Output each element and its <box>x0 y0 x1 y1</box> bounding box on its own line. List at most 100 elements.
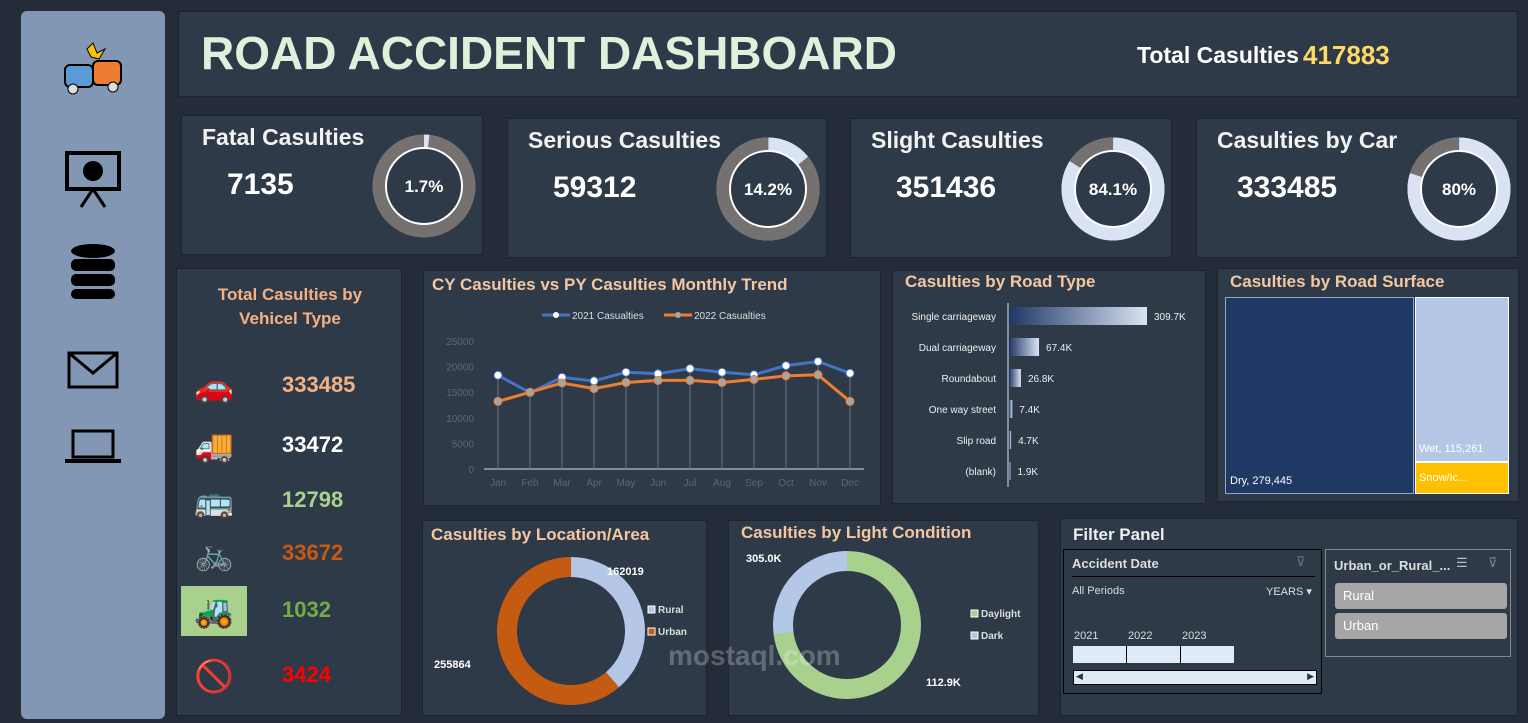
kpi-title: Fatal Casulties <box>202 124 365 150</box>
light-title: Casulties by Light Condition <box>741 523 972 542</box>
data-point <box>621 367 631 377</box>
periods-label: All Periods <box>1072 585 1125 597</box>
bar-category: (blank) <box>965 467 996 478</box>
legend-label: 2022 Casualties <box>694 311 766 322</box>
data-point <box>717 367 727 377</box>
presentation-chart-icon[interactable] <box>61 149 125 209</box>
car-crash-icon[interactable] <box>61 39 125 99</box>
data-point <box>845 396 855 406</box>
sidebar <box>21 11 165 719</box>
series-line <box>497 373 851 403</box>
kpi-title: Serious Casulties <box>528 127 722 153</box>
total-label: Total Casulties <box>1137 42 1299 68</box>
location-panel: Casulties by Location/Area Rural 162019 Ur… <box>422 520 707 716</box>
kpi-donut: 1.7% <box>372 134 476 238</box>
data-point <box>557 378 567 388</box>
bar <box>1009 369 1021 387</box>
kpi-donut: 80% <box>1407 137 1511 241</box>
data-point <box>621 377 631 387</box>
years-dropdown[interactable]: YEARS ▾ <box>1266 586 1312 598</box>
x-tick: May <box>617 478 636 489</box>
kpi-value: 7135 <box>227 168 294 201</box>
y-tick: 20000 <box>446 363 474 374</box>
bar-label: 67.4K <box>1046 343 1072 354</box>
clear-filter-icon[interactable]: ⊽ <box>1488 555 1498 570</box>
bar-category: Dual carriageway <box>919 343 996 354</box>
data-point <box>813 356 823 366</box>
timeline-scrollbar[interactable]: ◀ ▶ <box>1073 670 1317 685</box>
bar-label: 309.7K <box>1154 312 1186 323</box>
treemap-snow[interactable]: Snow/Ic... <box>1415 462 1509 494</box>
car-icon: 🚗 <box>194 368 234 404</box>
truck-icon: 🚚 <box>194 428 234 464</box>
treemap-wet[interactable]: Wet, 115,261 <box>1415 297 1509 462</box>
database-icon[interactable] <box>61 241 125 301</box>
bar-label: 4.7K <box>1018 436 1039 447</box>
y-tick: 25000 <box>446 337 474 348</box>
x-tick: Apr <box>586 478 602 489</box>
option-urban[interactable]: Urban <box>1335 613 1507 639</box>
x-tick: Nov <box>809 478 827 489</box>
kpi-pct: 14.2% <box>744 180 792 199</box>
legend-label: Urban <box>658 627 687 638</box>
roadtype-panel: Casulties by Road Type Single carriagewa… <box>892 270 1206 504</box>
data-point <box>685 364 695 374</box>
bar <box>1009 462 1011 480</box>
data-point <box>749 374 759 384</box>
y-tick: 15000 <box>446 388 474 399</box>
slice-label: 305.0K <box>746 553 782 565</box>
trend-title: CY Casulties vs PY Casulties Monthly Tre… <box>432 275 788 294</box>
slice-label: 112.9K <box>926 677 961 689</box>
legend-label: Rural <box>658 605 684 616</box>
date-slicer-title: Accident Date <box>1072 556 1159 571</box>
kpi-card: Casulties by Car 333485 80% <box>1196 118 1518 258</box>
legend-marker <box>553 312 559 318</box>
page-title: ROAD ACCIDENT DASHBOARD <box>201 27 897 79</box>
clear-filter-icon[interactable]: ⊽ <box>1296 554 1306 569</box>
kpi-pct: 84.1% <box>1089 180 1137 199</box>
year-2021[interactable]: 2021 <box>1074 630 1099 642</box>
x-tick: Oct <box>778 478 794 489</box>
filter-title: Filter Panel <box>1073 525 1165 544</box>
mail-icon[interactable] <box>61 341 125 401</box>
tractor-icon: 🚜 <box>181 586 247 636</box>
data-point <box>845 368 855 378</box>
watermark: mostaql.com <box>668 640 841 671</box>
pie-slice <box>773 551 921 699</box>
kpi-title: Slight Casulties <box>871 127 1044 153</box>
year-2022[interactable]: 2022 <box>1128 630 1153 642</box>
total-value: 417883 <box>1303 40 1390 70</box>
trend-chart: 0 5000 10000 15000 20000 25000 Jan Feb Mar Apr May… <box>446 311 864 489</box>
donut-rest <box>716 137 820 241</box>
laptop-icon[interactable] <box>61 421 125 481</box>
option-rural[interactable]: Rural <box>1335 583 1507 609</box>
timeline-bar[interactable] <box>1073 646 1234 663</box>
legend-swatch <box>647 605 656 614</box>
surface-panel: Casulties by Road Surface Dry, 279,445 W… <box>1217 268 1519 502</box>
data-point <box>493 370 503 380</box>
legend-swatch <box>970 631 979 640</box>
legend-label: Daylight <box>981 609 1021 620</box>
light-panel: Casulties by Light Condition Daylight 305… <box>728 520 1039 716</box>
kpi-pct: 80% <box>1442 180 1476 199</box>
bus-icon: 🚌 <box>194 483 234 519</box>
header: ROAD ACCIDENT DASHBOARD Total Casulties … <box>178 11 1518 97</box>
data-point <box>781 371 791 381</box>
bar-category: Roundabout <box>942 374 997 385</box>
vehicle-panel: Total Casulties by Vehicel Type 🚗 333485 🚚… <box>176 268 402 716</box>
area-slicer: Urban_or_Rural_... ☰ ⊽ Rural Urban <box>1325 549 1511 657</box>
x-tick: Mar <box>553 478 571 489</box>
bar-category: One way street <box>929 405 996 416</box>
x-tick: Sep <box>745 478 763 489</box>
treemap-dry[interactable]: Dry, 279,445 <box>1225 297 1414 494</box>
multiselect-icon[interactable]: ☰ <box>1456 555 1468 570</box>
data-point <box>589 384 599 394</box>
roadtype-chart: Single carriageway 309.7K Dual carriageway… <box>912 303 1186 487</box>
trend-panel: CY Casulties vs PY Casulties Monthly Tre… <box>423 270 881 506</box>
year-2023[interactable]: 2023 <box>1182 630 1207 642</box>
vehicle-count: 3424 <box>282 662 331 687</box>
bar <box>1009 307 1147 325</box>
bar <box>1009 400 1013 418</box>
y-tick: 0 <box>468 465 474 476</box>
area-slicer-title: Urban_or_Rural_... <box>1334 558 1451 573</box>
